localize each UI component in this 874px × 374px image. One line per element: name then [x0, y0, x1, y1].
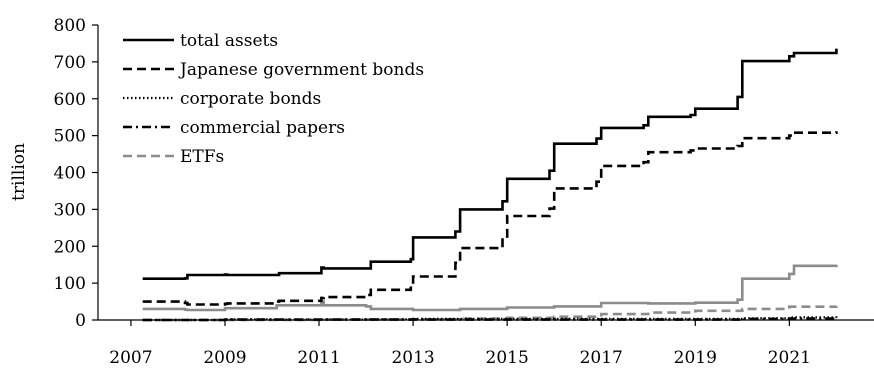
y-tick-label: 700: [54, 53, 86, 73]
x-tick-label: 2009: [203, 348, 246, 368]
legend-label: commercial papers: [180, 118, 345, 138]
y-tick-label: 0: [75, 311, 86, 331]
y-tick-label: 400: [54, 164, 86, 184]
y-tick-label: 200: [54, 237, 86, 257]
x-tick-label: 2011: [297, 348, 340, 368]
y-tick-label: 800: [54, 16, 86, 36]
legend-label: Japanese government bonds: [178, 60, 424, 80]
y-tick-label: 600: [54, 90, 86, 110]
y-tick-label: 100: [54, 274, 86, 294]
y-tick-label: 300: [54, 200, 86, 220]
series-line-corporate-bonds: [142, 316, 838, 322]
series-line-japanese-government-bonds: [142, 131, 838, 306]
x-tick-label: 2017: [580, 348, 623, 368]
legend: total assets Japanese government bonds cor…: [123, 31, 424, 167]
legend-label: corporate bonds: [180, 89, 321, 109]
x-tick-label: 2019: [674, 348, 717, 368]
legend-label: ETFs: [180, 147, 224, 167]
series-line-unlabeled-gray: [142, 264, 838, 312]
x-tick-label: 2021: [768, 348, 811, 368]
y-tick-label: 500: [54, 127, 86, 147]
axes-layer: 0 100 200 300 400 500 600 700 800 2007 2009 2011 201…: [54, 16, 874, 368]
series-line-total-assets: [142, 48, 838, 280]
x-tick-label: 2015: [486, 348, 529, 368]
y-axis-title: trillion: [9, 143, 29, 201]
x-tick-label: 2013: [391, 348, 434, 368]
x-tick-label: 2007: [109, 348, 152, 368]
legend-label: total assets: [180, 31, 278, 51]
